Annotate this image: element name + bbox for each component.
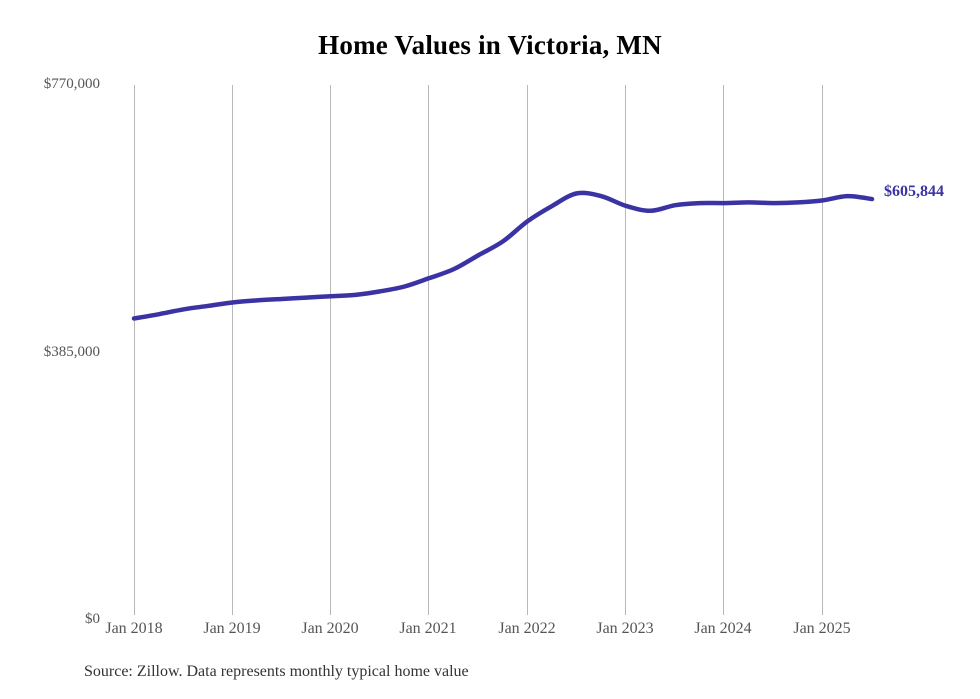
y-axis-tick-label: $0 — [85, 611, 100, 627]
x-axis-tick-jan-2023: Jan 2023 — [596, 620, 654, 637]
x-axis-tick-jan-2025: Jan 2025 — [793, 620, 851, 637]
x-axis-tick-jan-2019: Jan 2019 — [203, 620, 261, 637]
x-axis-tick-jan-2022: Jan 2022 — [498, 620, 556, 637]
end-value-annotation: $605,844 — [884, 183, 944, 200]
y-axis-tick-label: $770,000 — [43, 76, 100, 92]
x-axis-tick-jan-2020: Jan 2020 — [301, 620, 359, 637]
x-axis-tick-jan-2024: Jan 2024 — [694, 620, 752, 637]
x-axis-tick-jan-2021: Jan 2021 — [399, 620, 457, 637]
y-axis-tick-label: $385,000 — [43, 344, 100, 360]
source-note: Source: Zillow. Data represents monthly … — [84, 663, 469, 680]
gridlines — [134, 85, 823, 615]
page-title: Home Values in Victoria, MN — [318, 30, 662, 60]
x-axis-tick-jan-2018: Jan 2018 — [105, 620, 163, 637]
series-line-typical-home-value — [131, 190, 875, 321]
